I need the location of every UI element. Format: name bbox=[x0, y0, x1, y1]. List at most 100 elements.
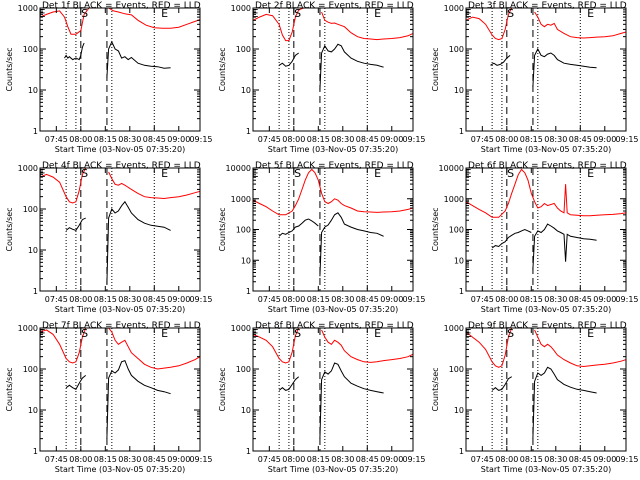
events-series-line bbox=[106, 40, 171, 78]
events-series-line bbox=[319, 362, 384, 439]
x-tick-label: 08:15 bbox=[94, 135, 117, 144]
y-tick-label: 100 bbox=[23, 365, 38, 374]
chart-title: Det 1f BLACK = Events, RED = LLD bbox=[42, 1, 201, 11]
x-tick-label: 07:45 bbox=[471, 135, 494, 144]
interval-marker-e: E bbox=[587, 7, 594, 20]
x-axis-label: Start Time (03-Nov-05 07:35:20) bbox=[55, 305, 185, 314]
y-tick-label: 1 bbox=[33, 447, 38, 456]
lld-series-line bbox=[108, 328, 200, 370]
interval-marker-s: S bbox=[81, 7, 88, 20]
interval-marker-e: E bbox=[161, 7, 168, 20]
interval-marker-s: S bbox=[294, 167, 301, 180]
plot-area bbox=[466, 328, 626, 451]
chart-title: Det 3f BLACK = Events, RED = LLD bbox=[468, 1, 627, 11]
lld-series-line bbox=[253, 8, 304, 42]
interval-marker-s: S bbox=[81, 167, 88, 180]
x-tick-label: 09:00 bbox=[167, 295, 190, 304]
interval-marker-e: E bbox=[252, 7, 259, 20]
x-tick-label: 07:45 bbox=[258, 295, 281, 304]
x-tick-label: 08:45 bbox=[356, 135, 379, 144]
x-tick-label: 08:00 bbox=[69, 455, 92, 464]
events-series-line bbox=[65, 375, 87, 390]
chart-title: Det 4f BLACK = Events, RED = LLD bbox=[42, 161, 201, 171]
interval-marker-e: E bbox=[39, 327, 46, 340]
y-tick-label: 1 bbox=[459, 447, 464, 456]
events-series-line bbox=[278, 218, 319, 237]
x-tick-label: 08:00 bbox=[495, 295, 518, 304]
interval-marker-e: E bbox=[374, 167, 381, 180]
interval-marker-s: S bbox=[507, 167, 514, 180]
interval-marker-e: E bbox=[252, 167, 259, 180]
x-tick-label: 07:45 bbox=[258, 135, 281, 144]
x-axis-label: Start Time (03-Nov-05 07:35:20) bbox=[481, 465, 611, 474]
chart-title: Det 7f BLACK = Events, RED = LLD bbox=[42, 321, 201, 331]
x-tick-label: 08:30 bbox=[118, 135, 141, 144]
lld-series-line bbox=[321, 11, 413, 41]
x-tick-label: 07:45 bbox=[258, 455, 281, 464]
y-tick-label: 100 bbox=[236, 226, 251, 235]
y-tick-label: 10 bbox=[28, 246, 38, 255]
events-series-line bbox=[490, 55, 511, 66]
y-tick-label: 10 bbox=[28, 86, 38, 95]
events-series-line bbox=[106, 200, 171, 284]
interval-marker-e: E bbox=[374, 327, 381, 340]
plot-area bbox=[40, 8, 200, 131]
x-axis-label: Start Time (03-Nov-05 07:35:20) bbox=[55, 465, 185, 474]
y-tick-label: 100 bbox=[236, 365, 251, 374]
y-axis-label: Counts/sec bbox=[5, 367, 14, 411]
plot-area bbox=[253, 8, 413, 131]
x-tick-label: 08:00 bbox=[495, 135, 518, 144]
y-axis-label: Counts/sec bbox=[431, 207, 440, 251]
x-tick-label: 08:45 bbox=[569, 295, 592, 304]
interval-marker-s: S bbox=[507, 7, 514, 20]
lld-series-line bbox=[534, 329, 626, 368]
x-tick-label: 08:30 bbox=[331, 455, 354, 464]
x-tick-label: 08:00 bbox=[69, 135, 92, 144]
x-tick-label: 08:45 bbox=[143, 455, 166, 464]
interval-marker-e: E bbox=[161, 167, 168, 180]
plot-frame bbox=[39, 327, 201, 452]
plot-frame bbox=[465, 7, 627, 132]
plot-area bbox=[466, 168, 626, 291]
chart-title: Det 9f BLACK = Events, RED = LLD bbox=[468, 321, 627, 331]
events-series-line bbox=[491, 376, 512, 391]
y-tick-label: 1 bbox=[33, 127, 38, 136]
x-tick-label: 08:30 bbox=[331, 295, 354, 304]
lld-series-line bbox=[108, 171, 200, 200]
chart-title: Det 5f BLACK = Events, RED = LLD bbox=[255, 161, 414, 171]
y-tick-label: 1000 bbox=[231, 324, 251, 333]
x-tick-label: 08:15 bbox=[307, 455, 330, 464]
events-series-line bbox=[64, 42, 85, 61]
plot-area bbox=[253, 328, 413, 451]
plot-frame bbox=[39, 167, 201, 292]
x-axis-label: Start Time (03-Nov-05 07:35:20) bbox=[55, 145, 185, 154]
plot-area bbox=[253, 168, 413, 291]
lld-series-line bbox=[466, 328, 513, 368]
y-tick-label: 1 bbox=[459, 127, 464, 136]
lld-series-line bbox=[253, 168, 413, 216]
x-axis-label: Start Time (03-Nov-05 07:35:20) bbox=[268, 305, 398, 314]
x-tick-label: 08:00 bbox=[282, 295, 305, 304]
events-series-line bbox=[491, 228, 532, 249]
x-tick-label: 08:15 bbox=[520, 135, 543, 144]
y-tick-label: 10 bbox=[241, 256, 251, 265]
x-tick-label: 09:00 bbox=[593, 455, 616, 464]
x-axis-label: Start Time (03-Nov-05 07:35:20) bbox=[268, 465, 398, 474]
chart-title: Det 8f BLACK = Events, RED = LLD bbox=[255, 321, 414, 331]
x-tick-label: 08:00 bbox=[495, 455, 518, 464]
y-tick-label: 100 bbox=[236, 45, 251, 54]
interval-marker-e: E bbox=[374, 7, 381, 20]
lld-series-line bbox=[40, 168, 87, 204]
y-tick-label: 1000 bbox=[18, 4, 38, 13]
x-tick-label: 08:00 bbox=[69, 295, 92, 304]
lld-series-line bbox=[466, 8, 513, 41]
x-axis-label: Start Time (03-Nov-05 07:35:20) bbox=[481, 145, 611, 154]
x-tick-label: 08:30 bbox=[118, 295, 141, 304]
y-tick-label: 100 bbox=[449, 45, 464, 54]
y-tick-label: 10 bbox=[454, 406, 464, 415]
y-tick-label: 10 bbox=[241, 406, 251, 415]
